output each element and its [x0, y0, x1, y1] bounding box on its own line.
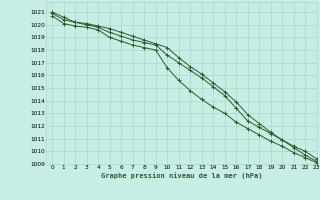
- X-axis label: Graphe pression niveau de la mer (hPa): Graphe pression niveau de la mer (hPa): [101, 172, 262, 179]
